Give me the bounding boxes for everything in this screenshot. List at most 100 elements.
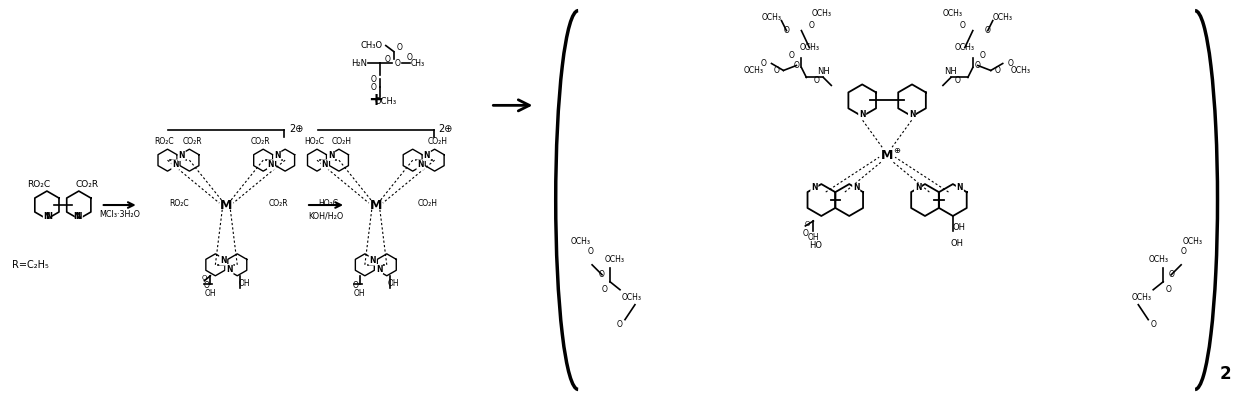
Text: O: O bbox=[985, 26, 991, 35]
Text: O: O bbox=[394, 59, 401, 68]
Text: R=C₂H₅: R=C₂H₅ bbox=[12, 260, 48, 270]
Text: O: O bbox=[808, 21, 815, 30]
Text: N: N bbox=[956, 184, 963, 192]
Text: N: N bbox=[268, 160, 274, 169]
Text: N: N bbox=[915, 184, 921, 192]
Text: N: N bbox=[327, 151, 335, 160]
Text: N: N bbox=[859, 110, 866, 119]
Text: HO₂C: HO₂C bbox=[304, 137, 324, 146]
Text: N: N bbox=[219, 256, 227, 265]
Text: CH₃O: CH₃O bbox=[361, 41, 383, 50]
Text: OCH₃: OCH₃ bbox=[1183, 237, 1203, 247]
Text: O: O bbox=[794, 61, 800, 70]
Text: OCH₃: OCH₃ bbox=[811, 9, 831, 18]
Text: OCH₃: OCH₃ bbox=[993, 13, 1013, 22]
Text: CH₃: CH₃ bbox=[410, 59, 425, 68]
Text: NH: NH bbox=[817, 67, 830, 76]
Text: N: N bbox=[853, 184, 859, 192]
Text: O: O bbox=[1180, 247, 1187, 256]
Text: O: O bbox=[371, 83, 377, 92]
Text: OCH₃: OCH₃ bbox=[744, 66, 764, 75]
Text: OCH₃: OCH₃ bbox=[1011, 66, 1030, 75]
Text: N: N bbox=[274, 151, 280, 160]
Text: OCH₃: OCH₃ bbox=[1148, 255, 1168, 264]
Text: CO₂H: CO₂H bbox=[428, 137, 448, 146]
Text: OH: OH bbox=[807, 234, 820, 242]
Text: OCH₃: OCH₃ bbox=[800, 43, 820, 52]
Text: O: O bbox=[789, 51, 795, 60]
Text: CO₂R: CO₂R bbox=[76, 180, 98, 189]
Text: OH: OH bbox=[355, 289, 366, 298]
Text: N: N bbox=[73, 213, 81, 221]
Text: OH: OH bbox=[205, 289, 216, 298]
Text: O: O bbox=[371, 75, 377, 84]
Text: N: N bbox=[811, 184, 817, 192]
Text: 2⊕: 2⊕ bbox=[289, 124, 304, 134]
Text: N: N bbox=[417, 160, 424, 169]
Text: M: M bbox=[880, 149, 893, 162]
Text: N: N bbox=[46, 213, 52, 221]
Text: OH: OH bbox=[950, 239, 963, 248]
Text: OCH₃: OCH₃ bbox=[942, 9, 963, 18]
Text: N: N bbox=[909, 110, 915, 119]
Text: N: N bbox=[376, 265, 382, 274]
Text: OCH₃: OCH₃ bbox=[955, 43, 975, 52]
Text: O: O bbox=[618, 320, 622, 329]
Text: N: N bbox=[370, 256, 376, 265]
Text: O: O bbox=[955, 76, 961, 85]
Text: 2⊕: 2⊕ bbox=[439, 124, 453, 134]
Text: 2: 2 bbox=[1219, 365, 1231, 383]
Text: RO₂C: RO₂C bbox=[27, 180, 51, 189]
Text: OCH₃: OCH₃ bbox=[1131, 293, 1151, 302]
Text: O: O bbox=[599, 270, 605, 279]
Text: CO₂R: CO₂R bbox=[182, 137, 202, 146]
Text: O: O bbox=[1166, 285, 1171, 294]
Text: N: N bbox=[179, 151, 185, 160]
Text: O: O bbox=[384, 55, 391, 64]
Text: ⊕: ⊕ bbox=[894, 146, 900, 155]
Text: OCH₃: OCH₃ bbox=[570, 237, 590, 247]
Text: N: N bbox=[226, 265, 233, 274]
Text: H₂N: H₂N bbox=[351, 59, 367, 68]
Text: OCH₃: OCH₃ bbox=[605, 255, 625, 264]
Text: CO₂H: CO₂H bbox=[332, 137, 352, 146]
Text: OCH₃: OCH₃ bbox=[622, 293, 642, 302]
Text: O: O bbox=[802, 229, 808, 239]
Text: O: O bbox=[774, 66, 780, 75]
Text: RO₂C: RO₂C bbox=[155, 137, 175, 146]
Text: M: M bbox=[370, 199, 382, 212]
Text: O: O bbox=[203, 281, 210, 290]
Text: O: O bbox=[1008, 59, 1013, 68]
Text: O: O bbox=[397, 43, 403, 52]
Text: O: O bbox=[784, 26, 790, 35]
Text: RO₂C: RO₂C bbox=[169, 199, 188, 207]
Text: OH: OH bbox=[388, 279, 399, 288]
Text: N: N bbox=[172, 160, 179, 169]
Text: OH: OH bbox=[952, 223, 966, 232]
Text: O: O bbox=[975, 61, 981, 70]
Text: O: O bbox=[760, 59, 766, 68]
Text: O: O bbox=[202, 275, 207, 281]
Text: N: N bbox=[76, 213, 82, 221]
Text: +: + bbox=[368, 92, 383, 109]
Text: N: N bbox=[321, 160, 329, 169]
Text: CO₂H: CO₂H bbox=[418, 199, 438, 207]
Text: N: N bbox=[424, 151, 430, 160]
Text: O: O bbox=[960, 21, 966, 30]
Text: O: O bbox=[407, 53, 413, 62]
Text: O: O bbox=[353, 281, 358, 290]
Text: O: O bbox=[588, 247, 593, 256]
Text: CO₂R: CO₂R bbox=[250, 137, 270, 146]
Text: N: N bbox=[43, 213, 50, 221]
Text: OCH₃: OCH₃ bbox=[761, 13, 781, 22]
Text: M: M bbox=[221, 199, 232, 212]
Text: CO₂R: CO₂R bbox=[268, 199, 288, 207]
Text: MCl₃·3H₂O: MCl₃·3H₂O bbox=[99, 210, 140, 220]
Text: O: O bbox=[1168, 270, 1174, 279]
Text: O: O bbox=[980, 51, 986, 60]
Text: NH: NH bbox=[945, 67, 957, 76]
Text: O: O bbox=[805, 221, 810, 227]
Text: HO: HO bbox=[808, 241, 822, 250]
Text: O: O bbox=[1151, 320, 1156, 329]
Text: O: O bbox=[994, 66, 1001, 75]
